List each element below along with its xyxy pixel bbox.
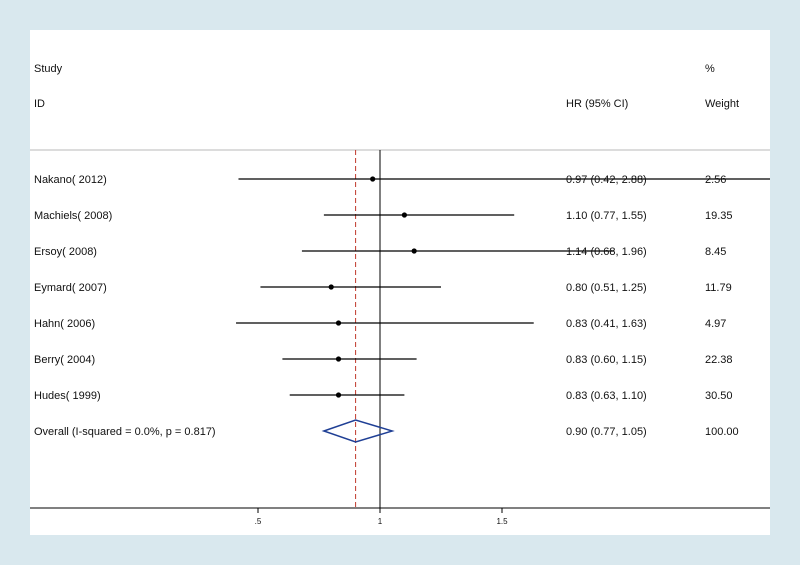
- weight-value: 4.97: [705, 318, 726, 330]
- weight-value: 22.38: [705, 354, 733, 366]
- hr-ci-value: 0.83 (0.60, 1.15): [566, 354, 647, 366]
- weight-value: 8.45: [705, 246, 726, 258]
- hr-ci-value: 0.83 (0.63, 1.10): [566, 390, 647, 402]
- x-tick-label: 1: [378, 517, 383, 526]
- hr-ci-value: 1.14 (0.68, 1.96): [566, 246, 647, 258]
- point-estimate: [328, 284, 334, 290]
- point-estimate: [335, 392, 342, 398]
- study-label: Berry( 2004): [34, 354, 95, 366]
- overall-hr-ci: 0.90 (0.77, 1.05): [566, 426, 647, 438]
- point-estimate: [335, 320, 342, 326]
- study-label: Hudes( 1999): [34, 390, 101, 402]
- header-weight: Weight: [705, 98, 739, 110]
- point-estimate: [411, 248, 417, 254]
- study-label: Nakano( 2012): [34, 174, 107, 186]
- hr-ci-value: 1.10 (0.77, 1.55): [566, 210, 647, 222]
- header-hr-ci: HR (95% CI): [566, 98, 628, 110]
- point-estimate: [335, 356, 342, 362]
- point-estimate: [401, 212, 407, 218]
- header-percent: %: [705, 63, 715, 75]
- forest-plot-panel: Study ID HR (95% CI) % Weight Nakano( 20…: [30, 30, 770, 535]
- study-label: Machiels( 2008): [34, 210, 112, 222]
- hr-ci-value: 0.83 (0.41, 1.63): [566, 318, 647, 330]
- header-id: ID: [34, 98, 45, 110]
- study-label: Eymard( 2007): [34, 282, 107, 294]
- study-label: Ersoy( 2008): [34, 246, 97, 258]
- hr-ci-value: 0.97 (0.42, 2.88): [566, 174, 647, 186]
- weight-value: 30.50: [705, 390, 733, 402]
- weight-value: 11.79: [705, 282, 732, 294]
- overall-diamond: [321, 419, 395, 443]
- weight-value: 19.35: [705, 210, 733, 222]
- forest-plot: Study ID HR (95% CI) % Weight Nakano( 20…: [30, 63, 770, 526]
- overall-weight: 100.00: [705, 426, 739, 438]
- header-study: Study: [34, 63, 63, 75]
- overall-label: Overall (I-squared = 0.0%, p = 0.817): [34, 426, 216, 438]
- study-label: Hahn( 2006): [34, 318, 95, 330]
- weight-value: 2.56: [705, 174, 726, 186]
- hr-ci-value: 0.80 (0.51, 1.25): [566, 282, 647, 294]
- x-tick-label: .5: [255, 517, 262, 526]
- point-estimate: [370, 176, 376, 182]
- x-tick-label: 1.5: [496, 517, 508, 526]
